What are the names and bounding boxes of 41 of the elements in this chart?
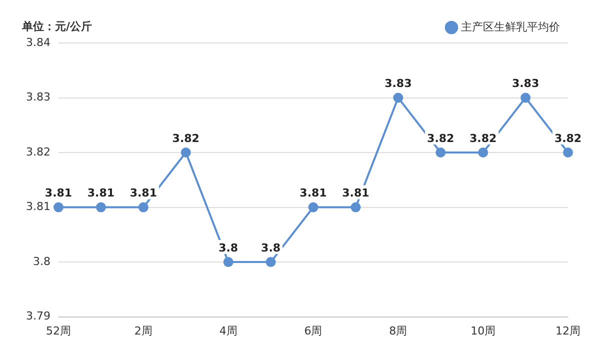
y-axis-title: 单位：元/公斤: [21, 20, 92, 33]
y-tick-label: 3.79: [26, 310, 50, 323]
point: [436, 148, 446, 158]
x-tick-label: 12周: [556, 324, 580, 338]
data-label: 3.83: [384, 77, 412, 90]
x-tick-label: 4周: [219, 324, 238, 338]
point: [393, 92, 404, 103]
y-tick-label: 3.81: [26, 200, 50, 214]
data-label: 3.82: [172, 132, 200, 145]
point: [478, 148, 488, 158]
point: [520, 92, 531, 103]
point: [563, 148, 573, 158]
data-label: 3.81: [44, 186, 72, 200]
data-label: 3.81: [342, 186, 370, 200]
data-label: 3.81: [130, 186, 157, 200]
point: [138, 202, 148, 212]
point: [308, 202, 318, 212]
data-label: 3.8: [261, 241, 281, 254]
y-tick-label: 3.8: [32, 254, 50, 268]
point: [266, 257, 276, 268]
data-label: 3.8: [218, 241, 238, 254]
y-tick-label: 3.82: [26, 145, 50, 158]
data-label: 3.81: [87, 186, 115, 200]
x-tick-label: 8周: [389, 324, 408, 338]
x-tick-label: 6周: [304, 324, 322, 338]
x-tick-label: 52周: [46, 324, 71, 338]
data-label: 3.82: [554, 132, 582, 145]
legend-label: 主产区生鲜乳平均价: [461, 20, 560, 34]
point: [223, 257, 234, 268]
data-label: 3.82: [470, 132, 497, 145]
point: [96, 202, 106, 212]
x-tick-label: 10周: [470, 324, 496, 338]
x-tick-label: 2周: [134, 324, 152, 338]
y-tick-label: 3.84: [26, 36, 50, 49]
data-label: 3.82: [427, 132, 454, 145]
point: [53, 202, 64, 212]
data-label: 3.83: [512, 77, 540, 90]
data-label: 3.81: [300, 186, 327, 200]
point: [350, 202, 361, 212]
point: [180, 148, 191, 158]
y-tick-label: 3.83: [26, 90, 50, 104]
